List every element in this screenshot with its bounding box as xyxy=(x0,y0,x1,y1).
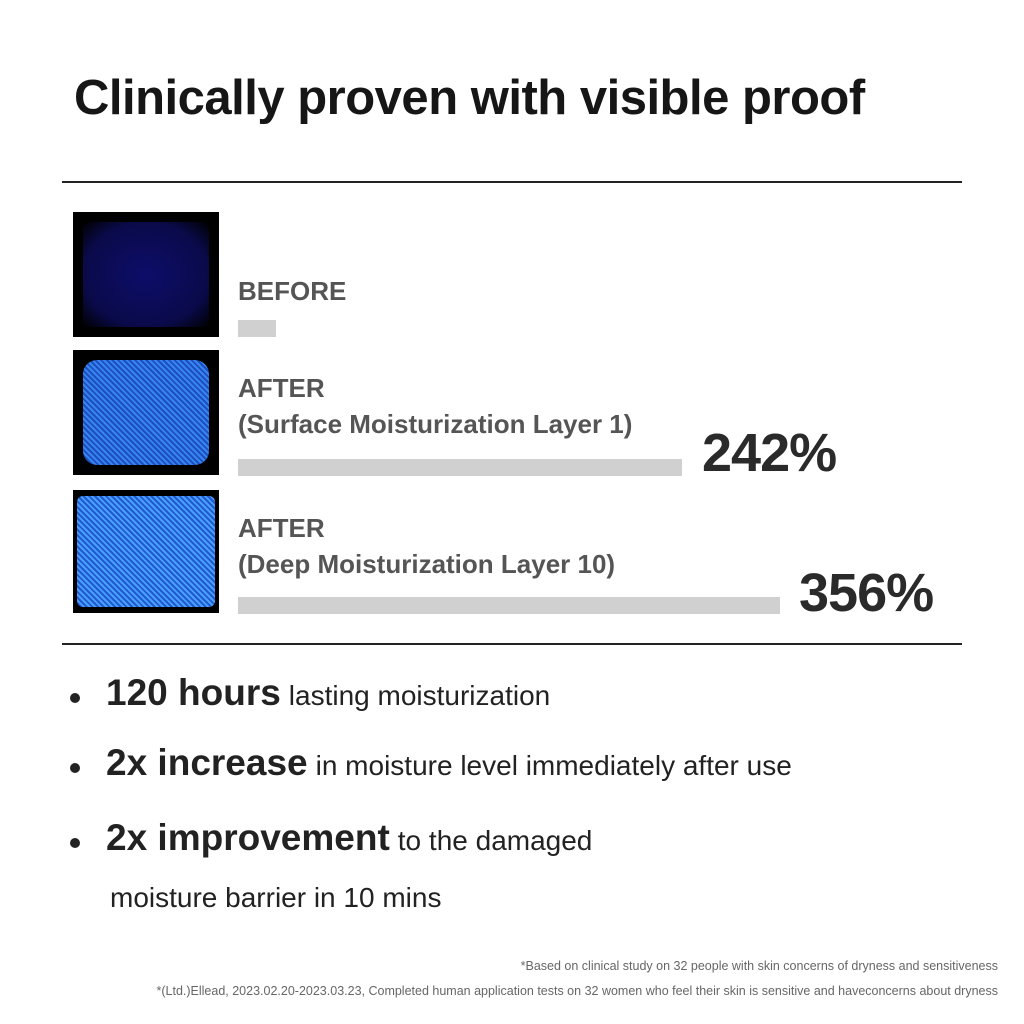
after-surface-bar xyxy=(238,459,683,476)
bullet-continuation: moisture barrier in 10 mins xyxy=(110,882,442,913)
bullet-dot-icon xyxy=(70,837,80,848)
bullet-highlight: 2x improvement xyxy=(106,817,390,858)
page-title: Clinically proven with visible proof xyxy=(74,71,865,125)
before-label: BEFORE xyxy=(238,276,347,306)
after-deep-label: AFTER xyxy=(238,513,325,543)
bullet-text: to the damaged xyxy=(397,825,593,856)
bullet-item: 120 hours lasting moisturization xyxy=(70,672,550,714)
bullet-text: lasting moisturization xyxy=(288,680,551,711)
after-deep-bar xyxy=(238,597,780,614)
after-surface-label: AFTER xyxy=(238,373,325,403)
after-deep-skin-image xyxy=(73,490,219,613)
top-divider xyxy=(62,181,962,183)
bullet-item: 2x increase in moisture level immediately… xyxy=(70,742,792,784)
before-bar xyxy=(238,320,276,337)
bullet-dot-icon xyxy=(70,762,80,773)
after-deep-percent: 356% xyxy=(799,563,934,623)
bullet-highlight: 120 hours xyxy=(106,672,281,713)
bottom-divider xyxy=(62,643,962,645)
after-surface-percent: 242% xyxy=(702,423,837,483)
bullet-dot-icon xyxy=(70,692,80,703)
after-surface-skin-image xyxy=(73,350,219,475)
bullet-highlight: 2x increase xyxy=(106,742,308,783)
after-deep-sublabel: (Deep Moisturization Layer 10) xyxy=(238,549,616,579)
after-surface-sublabel: (Surface Moisturization Layer 1) xyxy=(238,409,633,439)
before-skin-image xyxy=(73,212,219,337)
bullet-item: 2x improvement to the damaged xyxy=(70,817,592,859)
footnote: *(Ltd.)Ellead, 2023.02.20-2023.03.23, Co… xyxy=(156,984,999,998)
footnote: *Based on clinical study on 32 people wi… xyxy=(520,959,998,973)
bullet-text: in moisture level immediately after use xyxy=(315,750,792,781)
